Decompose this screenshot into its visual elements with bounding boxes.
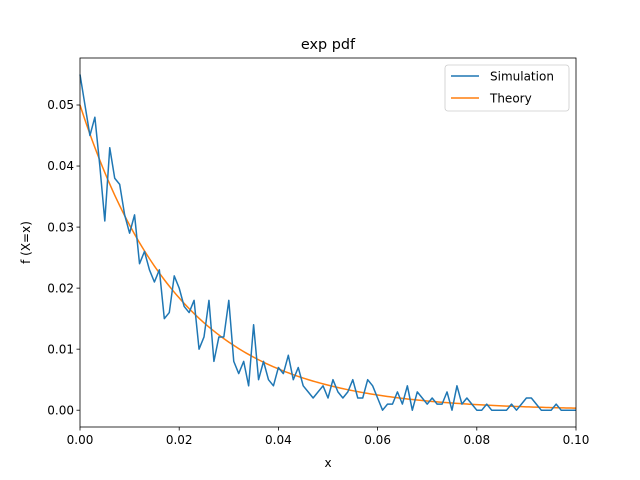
y-axis: 0.00 0.01 0.02 0.03 0.04 0.05 [47, 98, 80, 417]
y-tick-label: 0.01 [47, 342, 74, 356]
x-tick-label: 0.04 [265, 433, 292, 447]
y-tick-label: 0.02 [47, 281, 74, 295]
x-axis: 0.00 0.02 0.04 0.06 0.08 0.10 [67, 427, 590, 447]
legend-label-theory: Theory [489, 92, 532, 106]
x-tick-label: 0.00 [67, 433, 94, 447]
x-axis-label: x [324, 456, 331, 470]
theory-line [79, 104, 577, 409]
x-tick-label: 0.06 [364, 433, 391, 447]
y-tick-label: 0.05 [47, 98, 74, 112]
x-tick-label: 0.10 [563, 433, 590, 447]
y-tick-label: 0.00 [47, 403, 74, 417]
y-tick-label: 0.04 [47, 159, 74, 173]
legend: Simulation Theory [444, 64, 570, 112]
axes-frame [79, 57, 577, 428]
simulation-line [79, 74, 576, 411]
y-tick-label: 0.03 [47, 220, 74, 234]
x-tick-label: 0.02 [166, 433, 193, 447]
legend-label-simulation: Simulation [490, 70, 554, 84]
plot-area [79, 74, 577, 411]
y-axis-label: f (X=x) [19, 221, 33, 264]
x-tick-label: 0.08 [463, 433, 490, 447]
chart-title: exp pdf [301, 37, 356, 53]
